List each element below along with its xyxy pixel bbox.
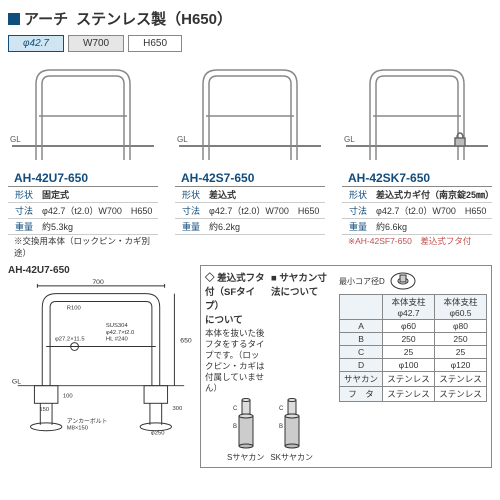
table-cell: C (340, 346, 383, 359)
svg-text:φ250: φ250 (151, 431, 165, 435)
title-square-icon (8, 13, 20, 25)
svg-text:150: 150 (39, 407, 50, 413)
core-diagram: 最小コア径D (339, 270, 487, 292)
table-cell: D (340, 359, 383, 372)
table-cell: A (340, 320, 383, 333)
svg-text:GL: GL (12, 379, 21, 386)
core-label: 最小コア径D (339, 276, 385, 287)
drawing-title: AH-42U7-650 (8, 265, 194, 276)
model-code: AH-42U7-650 (8, 171, 158, 185)
bottom-section: AH-42U7-650 700 R100 φ27.2×11.5 SUS304φ4… (8, 265, 492, 468)
sleeve-head: ■ サヤカン寸法について (271, 270, 335, 298)
title-main: ステンレス製（H650） (76, 8, 232, 29)
table-cell: 250 (435, 333, 487, 346)
spec-grid: 形状固定式 寸法φ42.7（t2.0）W700 H650 重量約5.3kg (8, 186, 158, 235)
svg-text:C: C (233, 406, 238, 412)
svg-text:B: B (279, 424, 283, 430)
info-right: 最小コア径D 本体支柱φ42.7本体支柱φ60.5Aφ60φ80B250250C… (339, 270, 487, 463)
spec-grid: 形状差込式 寸法φ42.7（t2.0）W700 H650 重量約6.2kg (175, 186, 325, 235)
model-code: AH-42S7-650 (175, 171, 325, 185)
sleeve-diagram: BCA SKサヤカン (270, 398, 313, 463)
svg-text:GL: GL (344, 135, 355, 144)
spec-row: φ42.7W700H650 (8, 35, 492, 52)
product-note: ※AH-42SF7-650 差込式フタ付 (342, 235, 492, 247)
product-card: GL AH-42U7-650形状固定式 寸法φ42.7（t2.0）W700 H6… (8, 60, 158, 259)
table-cell: ステンレス (383, 372, 435, 387)
drawing-panel: AH-42U7-650 700 R100 φ27.2×11.5 SUS304φ4… (8, 265, 194, 468)
sf-text: 本体を抜いた後フタをするタイプです。（ロックピン・カギは付属していません） (205, 328, 267, 394)
product-note: ※交換用本体（ロックピン・カギ別途） (8, 235, 158, 259)
info-box: ◇ 差込式フタ付（SFタイプ）について 本体を抜いた後フタをするタイプです。（ロ… (200, 265, 492, 468)
table-cell: φ80 (435, 320, 487, 333)
svg-text:SUS304φ42.7×t2.0HL #240: SUS304φ42.7×t2.0HL #240 (106, 323, 135, 343)
sleeve-diagrams: BCA Sサヤカン BCA SKサヤカン (205, 398, 335, 463)
table-cell: 25 (435, 346, 487, 359)
title-prefix: アーチ (24, 8, 68, 29)
svg-text:C: C (279, 406, 284, 412)
table-cell: フ タ (340, 387, 383, 402)
spec-grid: 形状差込式カギ付（南京錠25㎜） 寸法φ42.7（t2.0）W700 H650 … (342, 186, 492, 235)
header: アーチ ステンレス製（H650） (8, 8, 492, 29)
table-header: 本体支柱φ60.5 (435, 295, 487, 320)
table-cell: B (340, 333, 383, 346)
svg-text:アンカーボルトM8×150: アンカーボルトM8×150 (67, 417, 108, 432)
svg-text:φ27.2×11.5: φ27.2×11.5 (55, 337, 85, 343)
table-cell: 25 (383, 346, 435, 359)
table-cell: ステンレス (435, 387, 487, 402)
svg-text:R100: R100 (67, 305, 82, 311)
product-card: GL AH-42S7-650形状差込式 寸法φ42.7（t2.0）W700 H6… (175, 60, 325, 259)
dimension-table: 本体支柱φ42.7本体支柱φ60.5Aφ60φ80B250250C2525Dφ1… (339, 294, 487, 402)
product-row: GL AH-42U7-650形状固定式 寸法φ42.7（t2.0）W700 H6… (8, 60, 492, 259)
table-cell: φ120 (435, 359, 487, 372)
sleeve-diagram: BCA Sサヤカン (227, 398, 264, 463)
svg-text:GL: GL (177, 135, 188, 144)
table-cell: 250 (383, 333, 435, 346)
info-left: ◇ 差込式フタ付（SFタイプ）について 本体を抜いた後フタをするタイプです。（ロ… (205, 270, 335, 463)
spec-cell: H650 (128, 35, 182, 52)
spec-cell: φ42.7 (8, 35, 64, 52)
table-cell: ステンレス (435, 372, 487, 387)
svg-text:100: 100 (63, 393, 74, 399)
svg-text:650: 650 (180, 338, 192, 345)
svg-text:300: 300 (172, 406, 183, 412)
table-header (340, 295, 383, 320)
sf-head: ◇ 差込式フタ付（SFタイプ）について (205, 270, 267, 326)
table-cell: φ100 (383, 359, 435, 372)
tech-drawing: 700 R100 φ27.2×11.5 SUS304φ42.7×t2.0HL #… (8, 278, 194, 435)
svg-text:B: B (233, 424, 237, 430)
svg-text:GL: GL (10, 135, 21, 144)
table-cell: サヤカン (340, 372, 383, 387)
table-cell: ステンレス (383, 387, 435, 402)
spec-cell: W700 (68, 35, 124, 52)
svg-text:700: 700 (92, 279, 104, 286)
product-card: GL AH-42SK7-650形状差込式カギ付（南京錠25㎜） 寸法φ42.7（… (342, 60, 492, 259)
core-icon (389, 270, 417, 292)
table-header: 本体支柱φ42.7 (383, 295, 435, 320)
table-cell: φ60 (383, 320, 435, 333)
model-code: AH-42SK7-650 (342, 171, 492, 185)
